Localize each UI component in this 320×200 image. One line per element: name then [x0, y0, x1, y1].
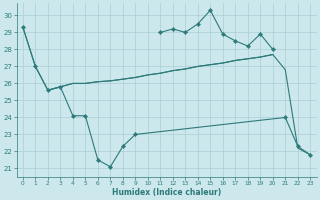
- X-axis label: Humidex (Indice chaleur): Humidex (Indice chaleur): [112, 188, 221, 197]
